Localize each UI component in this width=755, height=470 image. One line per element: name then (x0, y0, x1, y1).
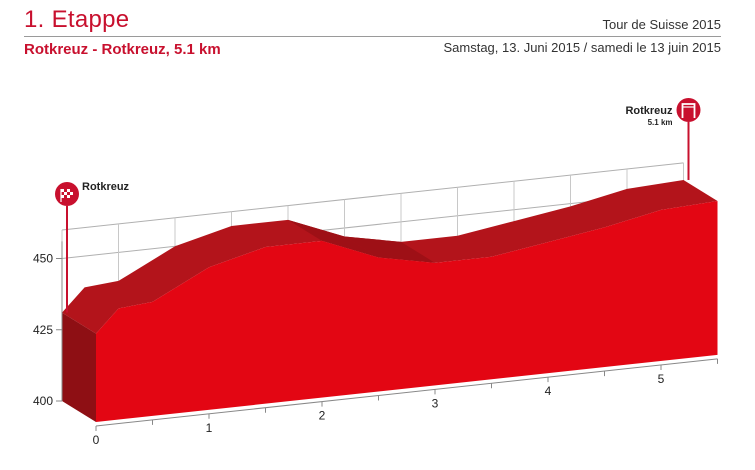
start-flag-check (70, 195, 73, 198)
profile-front-face (96, 200, 718, 422)
finish-arch-icon (676, 98, 701, 122)
start-flag-check (67, 195, 70, 198)
start-flag-check (61, 189, 64, 192)
chart-axes: 400 425 450 0 1 2 3 4 5 (33, 241, 718, 447)
grid-line-460 (61, 162, 684, 231)
stage-date: Samstag, 13. Juni 2015 / samedi le 13 ju… (443, 40, 721, 55)
x-tick-label: 4 (545, 384, 552, 398)
start-flag-check (61, 195, 64, 198)
start-flag-check (61, 192, 64, 195)
tour-name: Tour de Suisse 2015 (602, 17, 721, 32)
finish-distance-label: 5.1 km (648, 118, 673, 127)
x-axis-line (95, 358, 718, 427)
x-tick-label: 5 (658, 372, 665, 386)
x-tick-label: 0 (93, 433, 100, 447)
route-subtitle: Rotkreuz - Rotkreuz, 5.1 km (24, 41, 221, 58)
y-tick-label: 450 (33, 252, 53, 266)
profile-side-face (62, 312, 96, 422)
finish-arch-frame (681, 103, 696, 118)
start-flag-check (64, 195, 67, 198)
start-flag-check (64, 189, 67, 192)
profile-descent-face (288, 219, 379, 258)
start-flag-check (67, 189, 70, 192)
x-tick-label: 1 (206, 421, 213, 435)
stage-title: 1. Etappe (24, 6, 130, 33)
y-tick-label: 400 (33, 394, 53, 408)
finish-place-label: Rotkreuz (625, 105, 673, 117)
start-flag-check (70, 189, 73, 192)
start-flag-check (64, 192, 67, 195)
profile-descent-face (344, 236, 435, 263)
profile-shape (62, 179, 718, 422)
y-tick-label: 425 (33, 323, 53, 337)
header-divider (24, 36, 721, 37)
start-place-label: Rotkreuz (82, 181, 130, 193)
x-tick-label: 3 (432, 396, 439, 410)
grid-line-450 (61, 190, 684, 259)
start-flag-check (67, 192, 70, 195)
x-tick-label: 2 (319, 409, 326, 423)
start-flag-check (70, 192, 73, 195)
